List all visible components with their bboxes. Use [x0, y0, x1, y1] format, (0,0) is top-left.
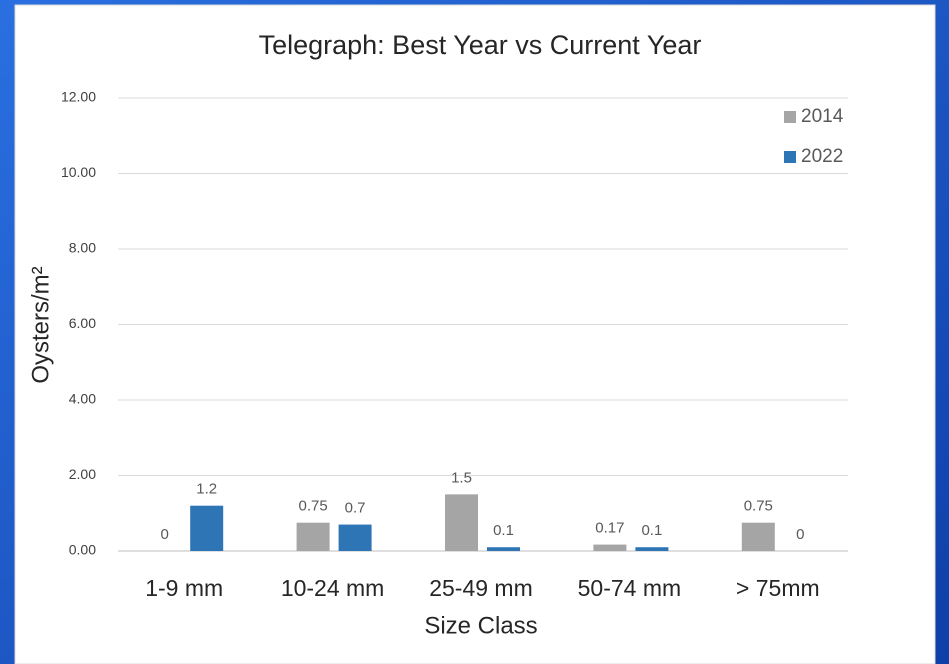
bar: [338, 524, 372, 551]
legend-label: 2022: [801, 146, 843, 167]
y-tick-label: 4.00: [69, 391, 96, 407]
y-tick-label: 8.00: [69, 240, 96, 256]
legend-swatch: [784, 111, 796, 123]
legend-label: 2014: [801, 106, 844, 127]
chart-panel: [14, 4, 936, 664]
x-tick-label: 25-49 mm: [429, 575, 533, 601]
bar: [296, 522, 330, 551]
bar: [190, 505, 224, 551]
y-axis-label: Oysters/m²: [27, 266, 54, 383]
x-axis-label: Size Class: [424, 612, 537, 639]
x-tick-label: 10-24 mm: [281, 575, 385, 601]
x-tick-label: > 75mm: [736, 575, 820, 601]
legend-swatch: [784, 151, 796, 163]
data-label: 1.5: [451, 469, 472, 486]
x-tick-label: 1-9 mm: [145, 575, 223, 601]
y-tick-label: 0.00: [69, 542, 96, 558]
bar: [741, 522, 775, 551]
data-label: 0.17: [595, 520, 624, 537]
data-label: 0: [161, 526, 169, 543]
data-label: 1.2: [196, 481, 217, 498]
y-tick-label: 10.00: [61, 164, 96, 180]
bar: [487, 547, 520, 551]
x-tick-label: 50-74 mm: [578, 575, 682, 601]
bar: [635, 547, 669, 551]
y-tick-label: 2.00: [69, 466, 96, 482]
y-tick-label: 6.00: [69, 315, 96, 331]
data-label: 0.1: [493, 522, 514, 539]
data-label: 0.1: [641, 522, 662, 539]
bar: [593, 544, 627, 551]
data-label: 0: [796, 526, 804, 543]
y-tick-label: 12.00: [61, 89, 96, 105]
data-label: 0.7: [345, 500, 366, 517]
bar: [445, 494, 478, 551]
data-label: 0.75: [298, 498, 327, 515]
chart-title: Telegraph: Best Year vs Current Year: [259, 30, 702, 60]
data-label: 0.75: [744, 498, 773, 515]
